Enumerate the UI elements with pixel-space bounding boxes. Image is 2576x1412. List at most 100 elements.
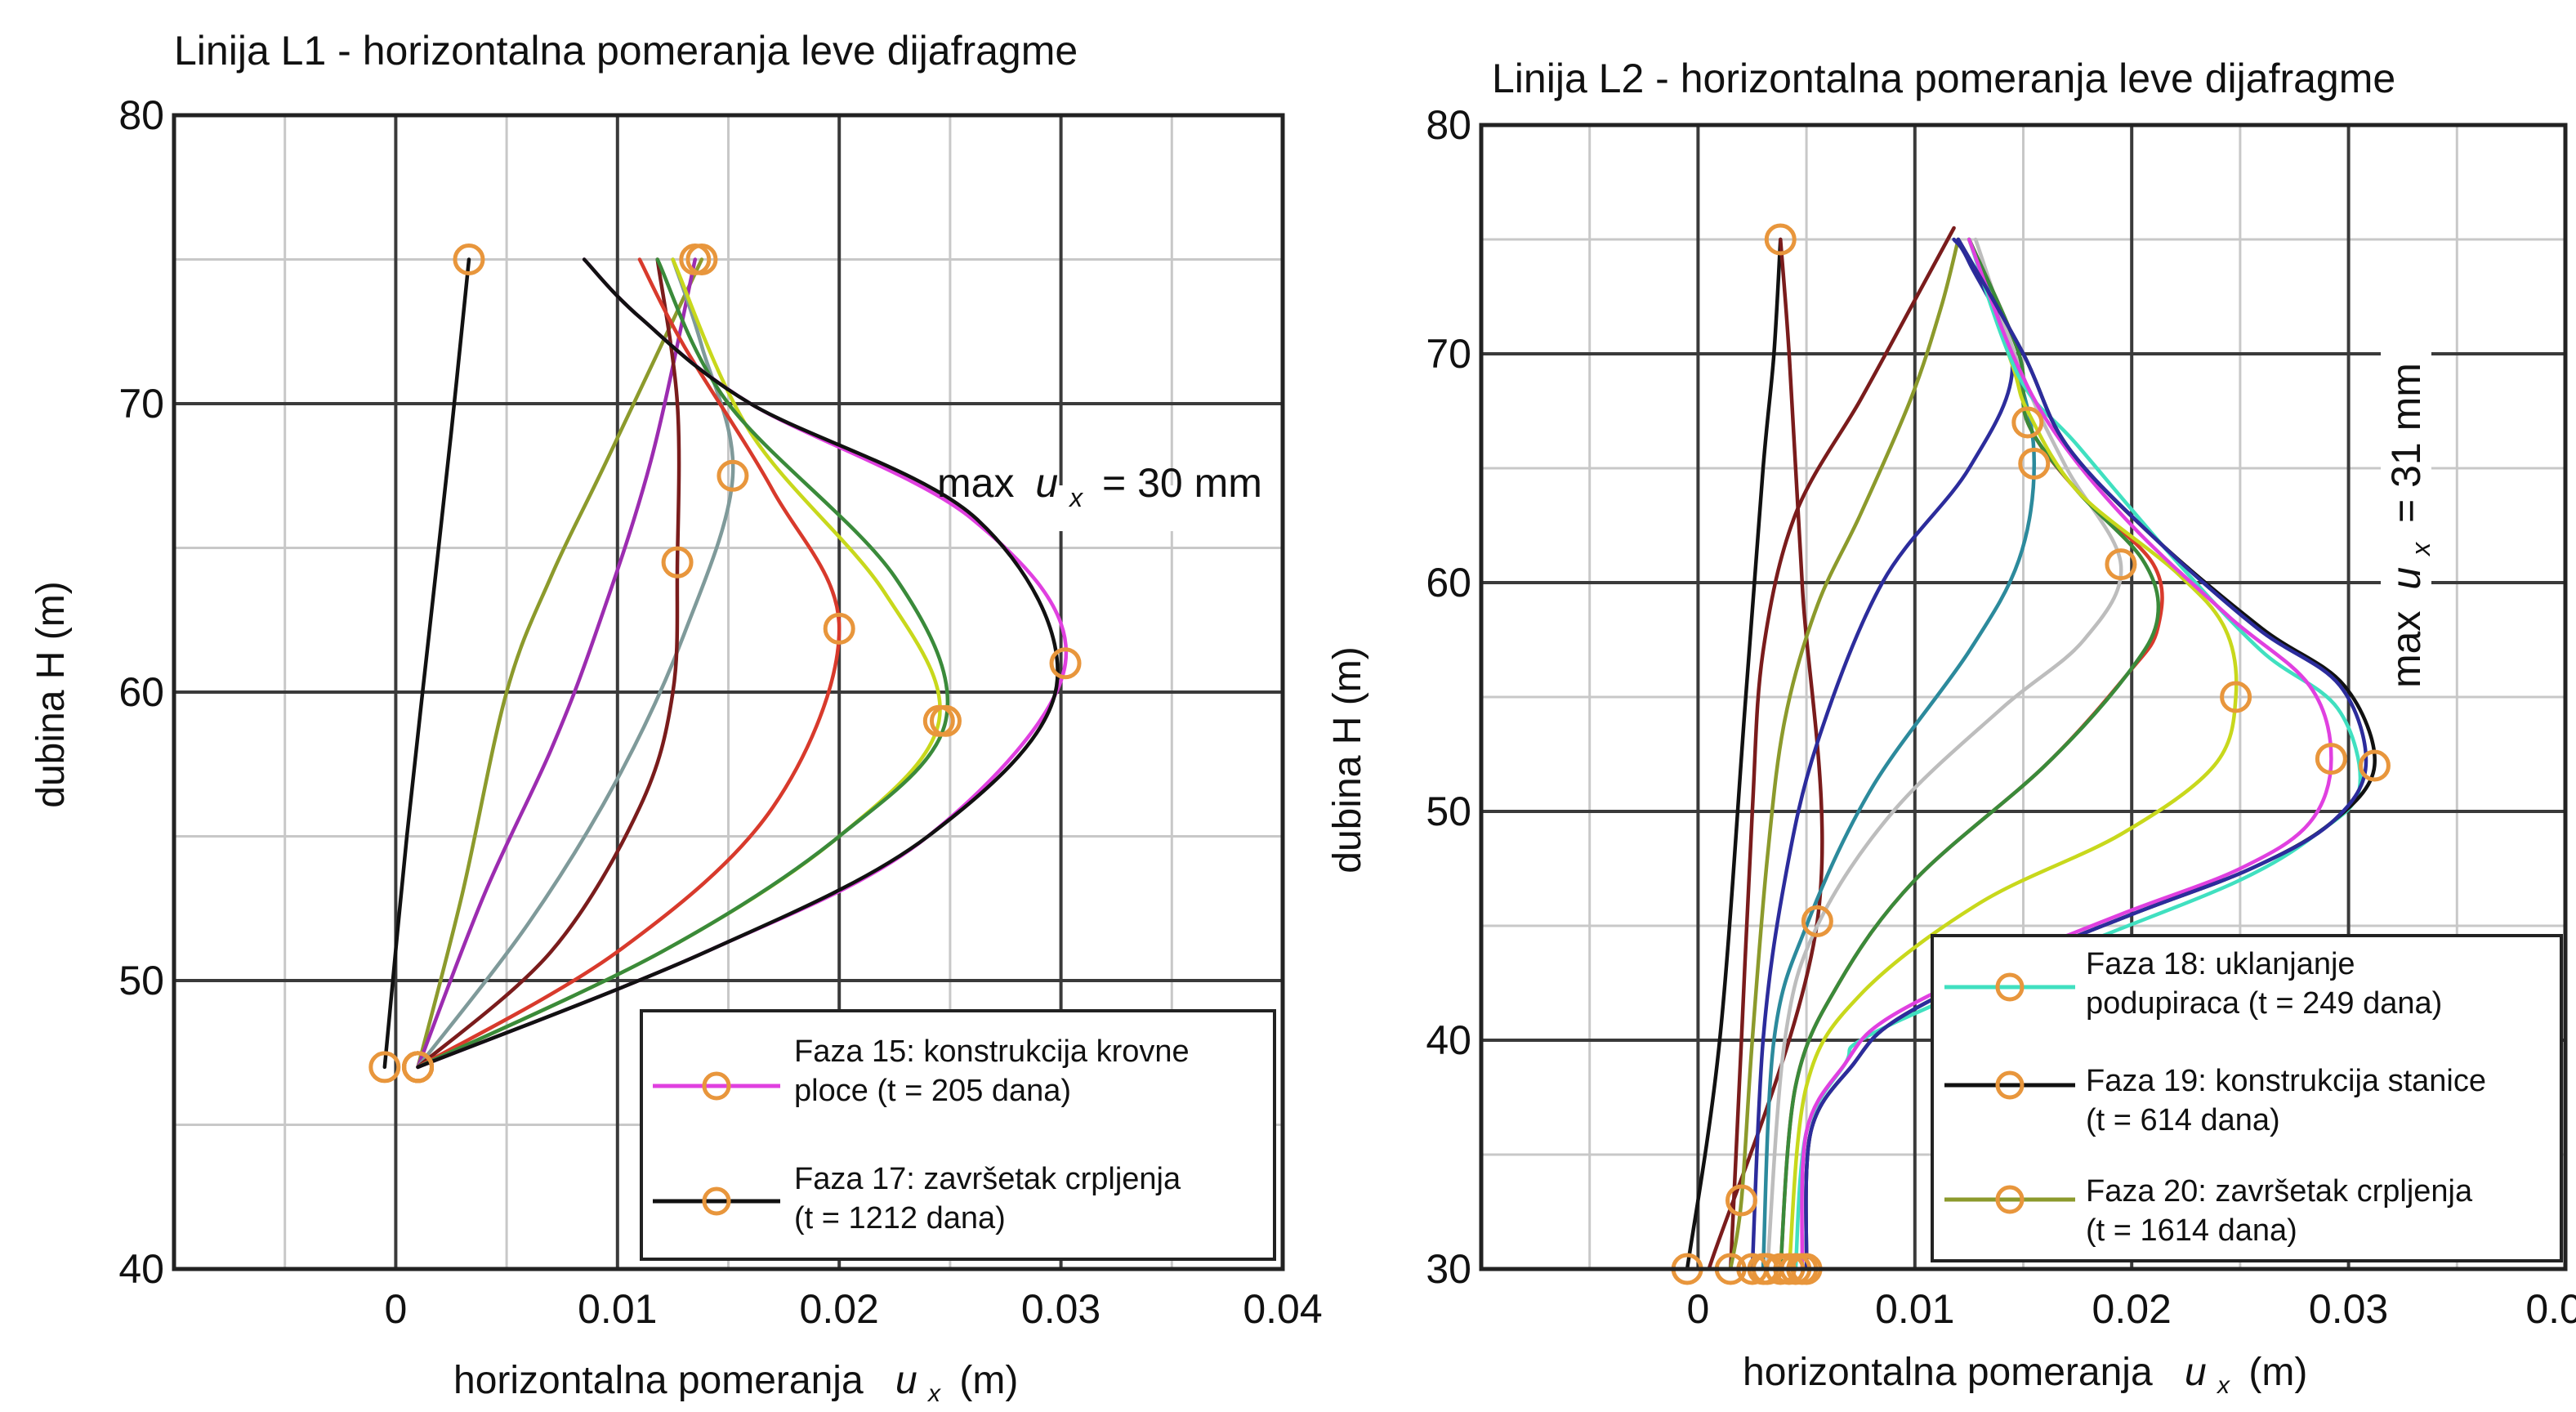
y-tick-label-l2-3: 60 xyxy=(1426,560,1471,605)
legend-label-faza-19-line1: Faza 19: konstrukcija stanice xyxy=(2086,1064,2486,1098)
legend-label-faza-17-line1: Faza 17: završetak crpljenja xyxy=(794,1162,1181,1196)
series-marker-l2-7-9 xyxy=(2011,406,2044,439)
annotation-max-ux-l1: max u x = 30 mm xyxy=(937,460,1262,516)
legend-marker-faza-15 xyxy=(702,1071,731,1101)
markers-l1 xyxy=(368,244,1082,1084)
chart-title-l2: Linija L2 - horizontalna pomeranja leve … xyxy=(1492,56,2395,101)
series-marker-l1-8-3 xyxy=(1049,647,1082,680)
chart-l1: Linija L1 - horizontalna pomeranja leve … xyxy=(29,28,1323,1410)
x-tick-label-l1-1: 0.01 xyxy=(578,1286,657,1332)
y-tick-label-l1-0: 40 xyxy=(118,1246,164,1292)
series-marker-l1-0-0 xyxy=(368,1051,401,1084)
x-tick-label-l1-2: 0.02 xyxy=(800,1286,879,1332)
legend-entry-faza-17: Faza 17: završetak crpljenja (t = 1212 d… xyxy=(653,1162,1181,1236)
series-line-l2-3 xyxy=(1728,237,1961,1271)
series-marker-l1-2-5 xyxy=(679,244,712,275)
annotation-var-l2: u xyxy=(2383,567,2429,590)
series-marker-l2-3-1 xyxy=(1725,1184,1757,1217)
annotation-max-ux-l2: max u x = 31 mm xyxy=(2383,363,2439,688)
chart-l2: Linija L2 - horizontalna pomeranja leve … xyxy=(1326,56,2576,1402)
annotation-bg-l2 xyxy=(2381,343,2431,695)
legend-label-faza-18-line1: Faza 18: uklanjanje xyxy=(2086,947,2355,981)
annotation-bg-l1 xyxy=(1000,485,1279,531)
series-line-l1-7 xyxy=(416,257,950,1070)
legend-label-faza-15-line2: ploce (t = 205 dana) xyxy=(794,1074,1071,1108)
series-line-l2-13 xyxy=(1804,237,2368,1271)
series-line-l2-9 xyxy=(1787,237,2239,1271)
y-tick-label-l1-3: 70 xyxy=(118,381,164,427)
series-line-l2-0 xyxy=(1685,237,1783,1271)
x-axis-label-var-l2: u xyxy=(2185,1351,2207,1394)
series-marker-l1-7-3 xyxy=(929,704,962,737)
legend-box-l2 xyxy=(1931,934,2563,1262)
x-tick-label-l1-0: 0 xyxy=(384,1286,407,1332)
series-marker-l2-6-6 xyxy=(2105,548,2137,581)
annotation-post-l2: = 31 mm xyxy=(2383,363,2429,523)
legend-marker-faza-17 xyxy=(702,1186,731,1216)
series-marker-l1-3-4 xyxy=(717,459,749,492)
legend-label-faza-20-line1: Faza 20: završetak crpljenja xyxy=(2086,1174,2473,1209)
plot-frame-l1 xyxy=(172,113,1285,1271)
x-tick-label-l1-4: 0.04 xyxy=(1243,1286,1322,1332)
series-marker-l1-4-4 xyxy=(661,546,694,579)
series-marker-l2-1-1 xyxy=(1801,905,1833,937)
y-tick-labels-l1: 40 50 60 70 80 xyxy=(118,92,164,1292)
y-tick-label-l2-2: 50 xyxy=(1426,789,1471,834)
legend-label-faza-19-line2: (t = 614 dana) xyxy=(2086,1103,2280,1137)
y-tick-label-l2-5: 80 xyxy=(1426,102,1471,148)
y-tick-label-l1-1: 50 xyxy=(118,958,164,1003)
legend-marker-faza-18 xyxy=(1995,972,2025,1002)
legend-marker-faza-20 xyxy=(1995,1185,2025,1214)
series-line-l2-1 xyxy=(1707,237,1824,1271)
x-tick-label-l2-2: 0.02 xyxy=(2092,1286,2172,1332)
y-tick-labels-l2: 30 40 50 60 70 80 xyxy=(1426,102,1471,1292)
series-line-l1-5 xyxy=(416,257,842,1070)
annotation-pre-l1: max xyxy=(937,460,1014,506)
x-tick-labels-l2: 0 0.01 0.02 0.03 0.04 xyxy=(1686,1286,2576,1332)
series-line-l2-11 xyxy=(1800,237,2333,1271)
legend-l2: Faza 18: uklanjanje podupiraca (t = 249 … xyxy=(1931,934,2563,1262)
x-tick-label-l2-4: 0.04 xyxy=(2525,1286,2576,1332)
y-tick-label-l1-2: 60 xyxy=(118,669,164,715)
legend-entry-faza-15: Faza 15: konstrukcija krovne ploce (t = … xyxy=(653,1034,1190,1108)
legend-box-l1 xyxy=(640,1009,1276,1261)
series-marker-l2-5-6 xyxy=(2018,447,2051,480)
x-axis-label-unit-l1: (m) xyxy=(959,1359,1018,1402)
x-axis-label-l2: horizontalna pomeranja u x (m) xyxy=(1743,1351,2307,1402)
x-tick-label-l2-3: 0.03 xyxy=(2309,1286,2388,1332)
x-axis-label-var-l1: u xyxy=(895,1359,917,1402)
x-tick-labels-l1: 0 0.01 0.02 0.03 0.04 xyxy=(384,1286,1322,1332)
series-marker-l2-11-8 xyxy=(2315,743,2347,775)
y-tick-label-l2-0: 30 xyxy=(1426,1246,1471,1292)
legend-entry-faza-18: Faza 18: uklanjanje podupiraca (t = 249 … xyxy=(1944,947,2442,1021)
x-tick-label-l1-3: 0.03 xyxy=(1021,1286,1100,1332)
series-marker-l1-0-4 xyxy=(453,244,485,275)
annotation-var-l1: u xyxy=(1035,460,1058,506)
x-axis-label-text-l1: horizontalna pomeranja xyxy=(453,1359,864,1402)
series-line-l1-4 xyxy=(416,257,681,1070)
annotation-pre-l2: max xyxy=(2383,611,2429,688)
plot-frame-l2 xyxy=(1479,123,2568,1271)
chart-title-l1: Linija L1 - horizontalna pomeranja leve … xyxy=(174,28,1078,74)
x-axis-label-sub-l1: x xyxy=(926,1380,941,1407)
x-tick-label-l2-0: 0 xyxy=(1686,1286,1709,1332)
series-line-l1-9 xyxy=(416,257,1060,1070)
y-axis-label-l2: dubina H (m) xyxy=(1326,646,1369,873)
legend-l1: Faza 15: konstrukcija krovne ploce (t = … xyxy=(640,1009,1276,1261)
series-marker-l2-9-6 xyxy=(2220,681,2252,713)
legend-marker-faza-19 xyxy=(1995,1070,2025,1100)
series-line-l1-2 xyxy=(416,257,698,1070)
annotation-sub-l1: x xyxy=(1068,483,1083,512)
y-axis-label-l1: dubina H (m) xyxy=(29,581,73,807)
series-marker-l2-12-8 xyxy=(2358,749,2391,782)
series-marker-l1-5-3 xyxy=(823,612,855,645)
series-line-l2-2 xyxy=(1728,226,1956,1271)
legend-entry-faza-20: Faza 20: završetak crpljenja (t = 1614 d… xyxy=(1944,1174,2473,1248)
legend-label-faza-20-line2: (t = 1614 dana) xyxy=(2086,1213,2297,1248)
y-tick-label-l2-4: 70 xyxy=(1426,331,1471,377)
series-marker-l2-0-5 xyxy=(1764,223,1797,256)
x-axis-label-l1: horizontalna pomeranja u x (m) xyxy=(453,1359,1018,1410)
x-axis-label-unit-l2: (m) xyxy=(2248,1351,2307,1394)
legend-label-faza-18-line2: podupiraca (t = 249 dana) xyxy=(2086,986,2442,1021)
x-tick-label-l2-1: 0.01 xyxy=(1875,1286,1954,1332)
